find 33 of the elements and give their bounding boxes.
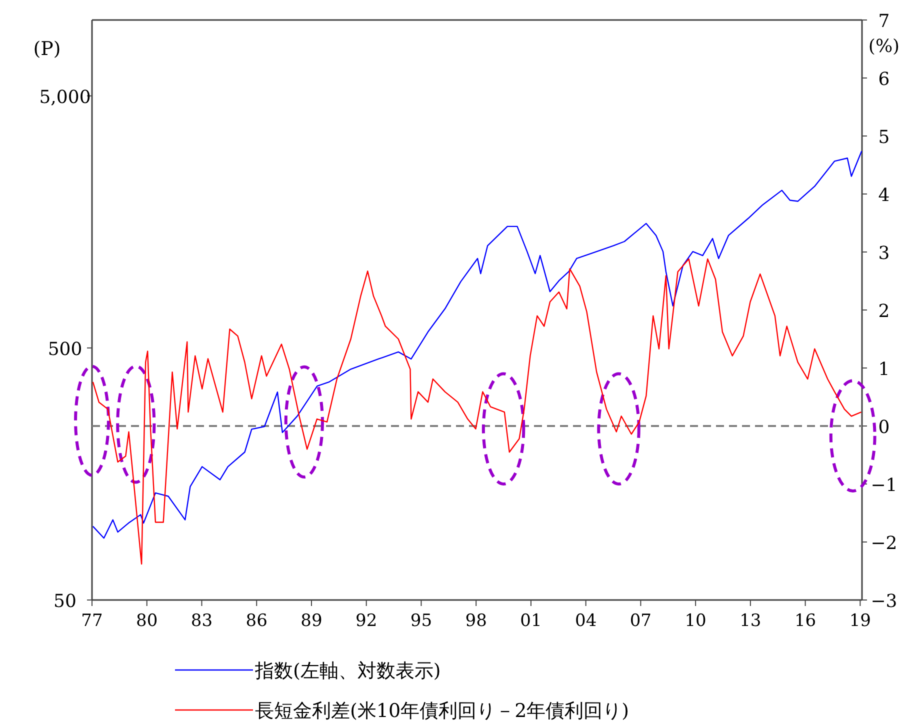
x-tick-label: 89: [300, 611, 322, 631]
x-tick-label: 19: [849, 611, 871, 631]
legend-label: 長短金利差(米10年債利回り－2年債利回り): [255, 700, 630, 722]
y2label: (%): [868, 36, 900, 57]
x-tick-label: 98: [465, 611, 487, 631]
y2-tick-label: 5: [878, 127, 890, 148]
y2-tick-label: 7: [878, 11, 890, 32]
legend-label: 指数(左軸、対数表示): [254, 660, 441, 682]
x-tick-label: 77: [81, 611, 103, 631]
ylabel: (P): [33, 38, 61, 60]
y2-tick-label: 1: [878, 359, 890, 380]
y-tick-label: 5,000: [39, 86, 91, 108]
x-tick-label: 83: [190, 611, 213, 631]
y-tick-label: 50: [54, 591, 76, 612]
x-tick-label: 01: [520, 611, 542, 631]
x-tick-label: 13: [740, 611, 762, 631]
y2-tick-label: −1: [870, 475, 898, 496]
y2-tick-label: 2: [878, 301, 890, 322]
y2-tick-label: 6: [878, 69, 890, 90]
y2-tick-label: 3: [878, 243, 890, 264]
y2-tick-label: 4: [878, 185, 890, 206]
y2-tick-label: 0: [878, 417, 890, 438]
y2-tick-label: −2: [870, 533, 898, 554]
x-tick-label: 95: [410, 611, 432, 631]
y2-tick-label: −3: [870, 591, 898, 612]
x-tick-label: 80: [136, 611, 158, 631]
x-tick-label: 92: [356, 611, 378, 631]
x-tick-label: 10: [684, 611, 706, 631]
x-tick-label: 04: [575, 611, 597, 631]
x-tick-label: 86: [246, 611, 268, 631]
y-tick-label: 500: [48, 338, 82, 360]
x-tick-label: 07: [630, 611, 652, 631]
x-tick-label: 16: [794, 611, 816, 631]
